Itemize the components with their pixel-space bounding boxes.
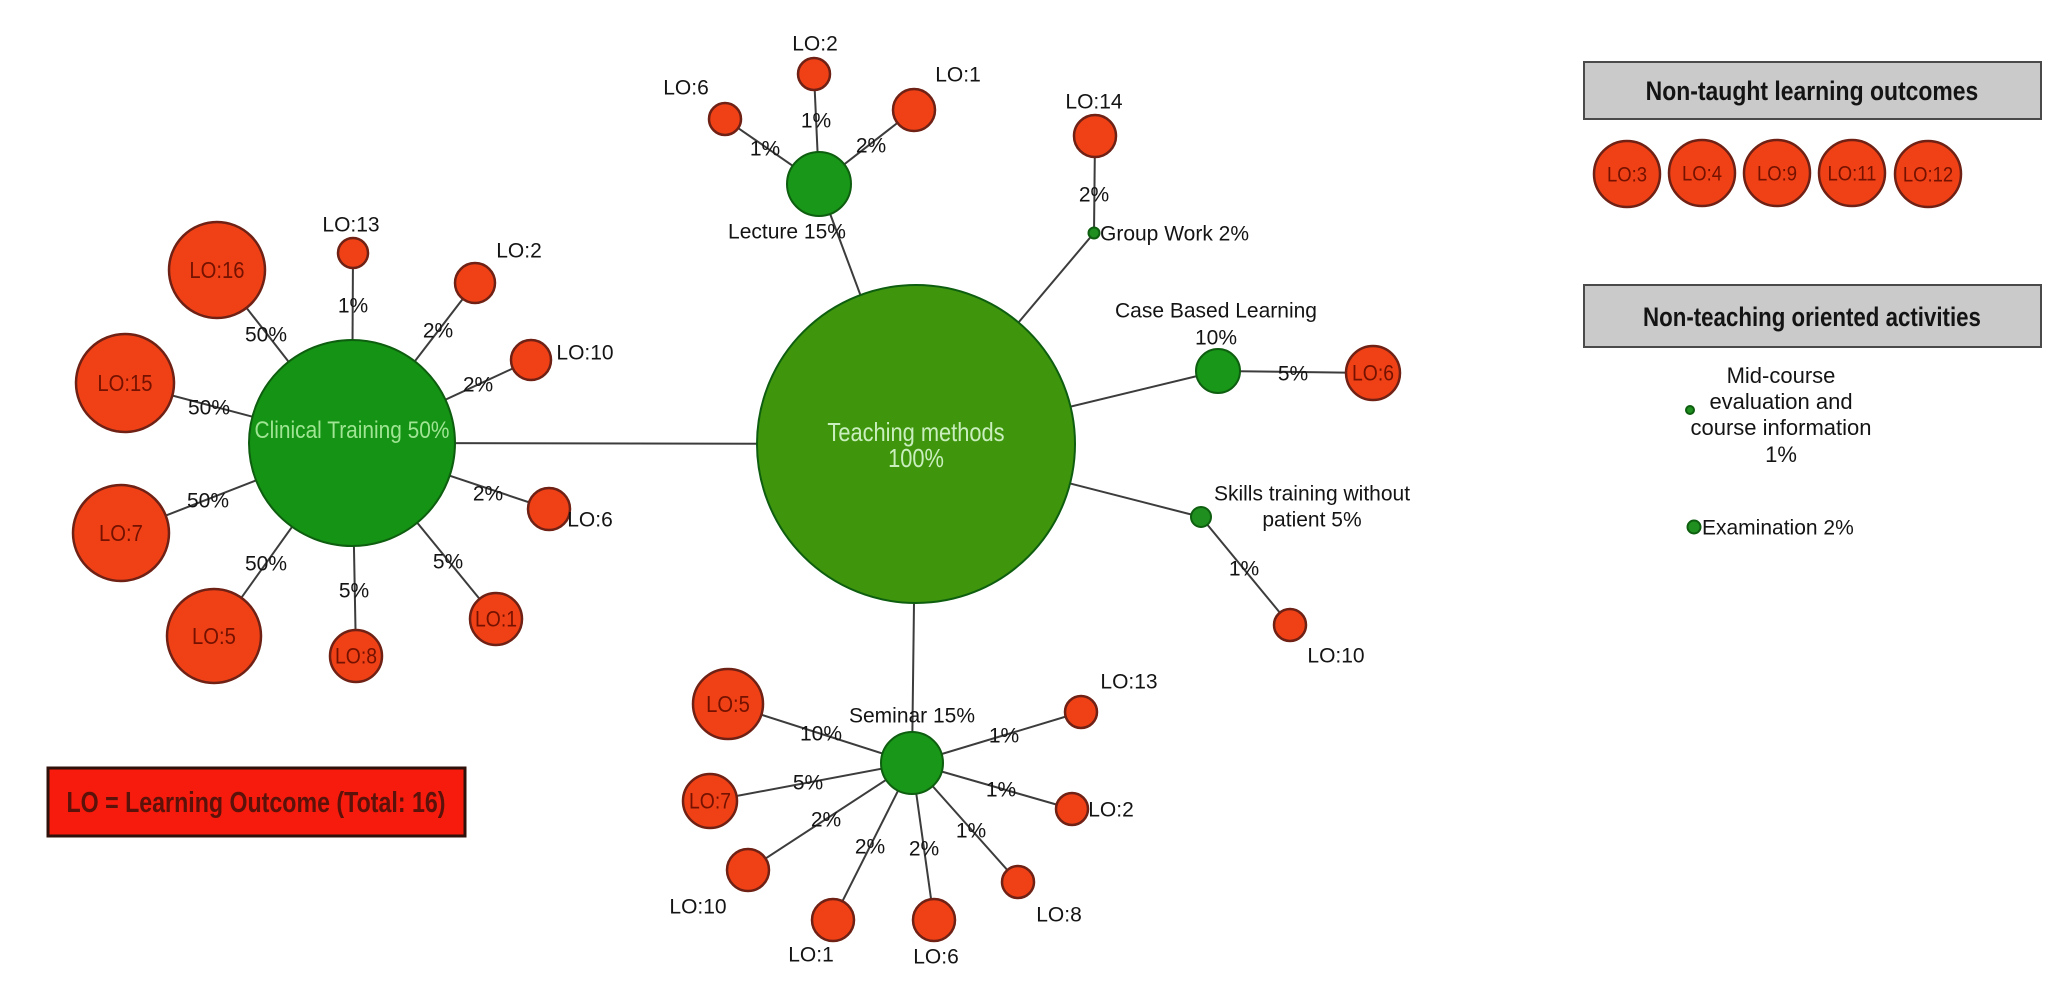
svg-text:50%: 50% <box>245 553 287 576</box>
svg-text:LO:7: LO:7 <box>689 790 731 814</box>
svg-text:LO:2: LO:2 <box>1088 799 1134 822</box>
svg-text:Case Based Learning: Case Based Learning <box>1115 300 1317 323</box>
svg-text:LO:13: LO:13 <box>1100 671 1157 694</box>
svg-text:Non-teaching oriented activiti: Non-teaching oriented activities <box>1643 303 1981 332</box>
svg-text:LO:10: LO:10 <box>669 896 726 919</box>
svg-text:2%: 2% <box>1079 184 1109 207</box>
svg-text:LO:8: LO:8 <box>335 645 377 669</box>
svg-text:LO:14: LO:14 <box>1065 91 1123 114</box>
svg-text:1%: 1% <box>956 820 986 843</box>
svg-text:1%: 1% <box>801 110 831 133</box>
svg-text:2%: 2% <box>423 320 453 343</box>
svg-text:5%: 5% <box>433 551 463 574</box>
svg-text:2%: 2% <box>855 836 885 859</box>
svg-text:LO:6: LO:6 <box>663 77 709 100</box>
svg-text:2%: 2% <box>856 135 886 158</box>
svg-text:LO:1: LO:1 <box>475 608 517 632</box>
svg-text:5%: 5% <box>1278 363 1308 386</box>
svg-text:1%: 1% <box>989 725 1019 748</box>
svg-text:LO:5: LO:5 <box>192 623 236 650</box>
svg-text:1%: 1% <box>1765 442 1797 467</box>
svg-text:LO:8: LO:8 <box>1036 904 1082 927</box>
svg-text:1%: 1% <box>1229 558 1259 581</box>
svg-text:LO:2: LO:2 <box>792 33 838 56</box>
svg-text:1%: 1% <box>986 779 1016 802</box>
svg-text:2%: 2% <box>463 374 493 397</box>
svg-text:Seminar 15%: Seminar 15% <box>849 705 975 728</box>
svg-text:LO = Learning Outcome (Total:: LO = Learning Outcome (Total: 16) <box>66 785 445 818</box>
svg-text:LO:7: LO:7 <box>99 520 143 547</box>
svg-text:Group Work 2%: Group Work 2% <box>1100 223 1249 246</box>
svg-text:evaluation and: evaluation and <box>1709 389 1852 414</box>
svg-text:Mid-course: Mid-course <box>1727 363 1836 388</box>
svg-text:2%: 2% <box>473 483 503 506</box>
svg-text:LO:12: LO:12 <box>1903 163 1953 186</box>
svg-text:LO:15: LO:15 <box>97 370 152 397</box>
svg-text:Lecture 15%: Lecture 15% <box>728 221 846 244</box>
svg-text:LO:2: LO:2 <box>496 240 542 263</box>
svg-text:LO:1: LO:1 <box>935 64 981 87</box>
svg-text:LO:6: LO:6 <box>1352 362 1394 386</box>
svg-text:course information: course information <box>1691 415 1872 440</box>
svg-text:10%: 10% <box>800 723 842 746</box>
svg-text:LO:6: LO:6 <box>913 946 959 969</box>
svg-text:50%: 50% <box>245 324 287 347</box>
svg-text:LO:5: LO:5 <box>706 691 750 718</box>
svg-text:LO:9: LO:9 <box>1757 162 1797 185</box>
svg-text:LO:3: LO:3 <box>1607 163 1647 186</box>
svg-text:LO:11: LO:11 <box>1828 162 1877 185</box>
svg-text:1%: 1% <box>338 295 368 318</box>
svg-text:LO:16: LO:16 <box>189 257 244 284</box>
svg-text:10%: 10% <box>1195 327 1237 350</box>
svg-text:1%: 1% <box>750 138 780 161</box>
svg-text:5%: 5% <box>339 580 369 603</box>
svg-text:LO:10: LO:10 <box>556 342 613 365</box>
svg-text:LO:1: LO:1 <box>788 944 834 967</box>
svg-text:100%: 100% <box>888 444 944 473</box>
svg-text:50%: 50% <box>187 490 229 513</box>
svg-text:LO:13: LO:13 <box>322 214 379 237</box>
svg-text:Non-taught learning outcomes: Non-taught learning outcomes <box>1646 76 1979 106</box>
svg-text:50%: 50% <box>188 397 230 420</box>
svg-text:2%: 2% <box>811 809 841 832</box>
svg-text:LO:6: LO:6 <box>567 509 613 532</box>
svg-text:Examination 2%: Examination 2% <box>1702 517 1854 540</box>
svg-text:LO:10: LO:10 <box>1307 645 1364 668</box>
svg-text:Skills training without: Skills training without <box>1214 483 1410 506</box>
svg-text:Clinical Training 50%: Clinical Training 50% <box>255 417 450 444</box>
svg-text:5%: 5% <box>793 772 823 795</box>
svg-text:Teaching methods: Teaching methods <box>827 418 1004 447</box>
svg-text:2%: 2% <box>909 838 939 861</box>
svg-text:patient 5%: patient 5% <box>1262 509 1361 532</box>
svg-text:LO:4: LO:4 <box>1682 162 1722 185</box>
